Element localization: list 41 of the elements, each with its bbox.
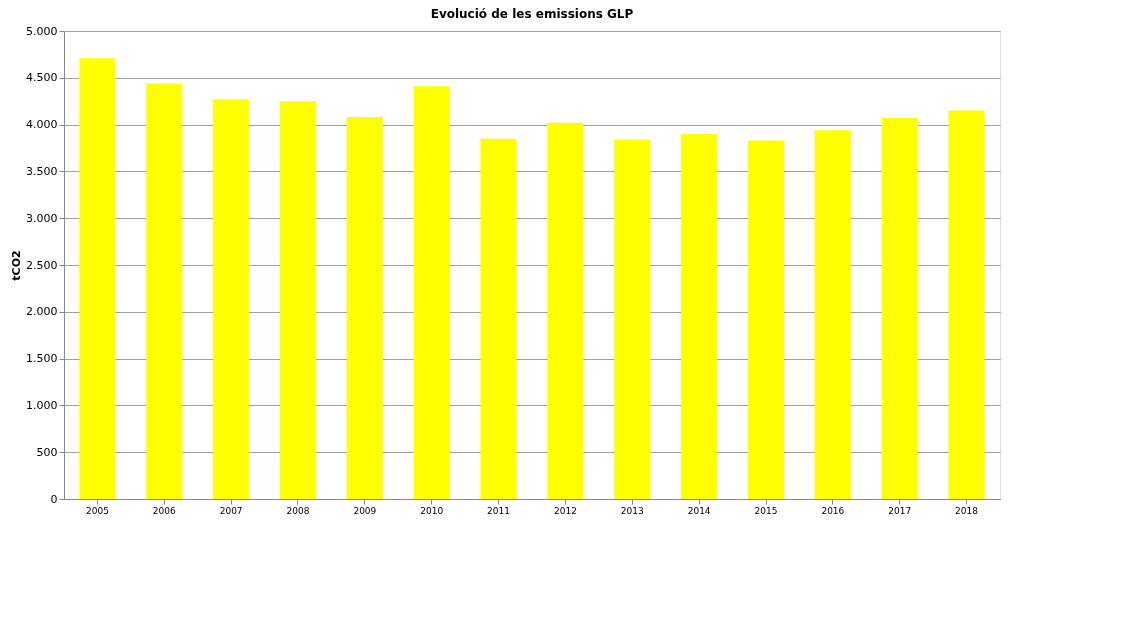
- bar: [213, 99, 250, 499]
- x-tick-label: 2007: [219, 505, 243, 516]
- x-tick-label: 2012: [553, 505, 577, 516]
- x-tick-label: 2008: [286, 505, 310, 516]
- x-tick-label: 2014: [687, 505, 711, 516]
- y-tick-label: 5.000: [26, 24, 58, 38]
- bar: [748, 140, 784, 499]
- x-tick-label: 2018: [955, 505, 979, 516]
- bar: [814, 130, 851, 499]
- bar: [881, 118, 918, 499]
- x-tick-label: 2016: [821, 505, 845, 516]
- y-tick-label: 0: [50, 492, 58, 506]
- bar: [413, 86, 450, 499]
- bar: [480, 138, 517, 499]
- bar: [146, 83, 183, 499]
- x-tick-label: 2009: [353, 505, 377, 516]
- x-tick-label: 2017: [888, 505, 912, 516]
- x-tick-label: 2006: [152, 505, 177, 516]
- x-tick-label: 2010: [420, 505, 444, 516]
- x-tick-label: 2005: [85, 505, 109, 516]
- y-tick-label: 3.500: [26, 164, 58, 178]
- bar: [948, 110, 985, 499]
- bar: [681, 133, 718, 499]
- bar: [346, 117, 383, 499]
- bar: [547, 122, 584, 499]
- y-tick-label: 4.000: [26, 118, 58, 132]
- y-tick-label: 1.500: [26, 352, 58, 366]
- x-tick-label: 2011: [487, 505, 511, 516]
- y-tick-label: 500: [36, 445, 58, 459]
- y-tick-label: 3.000: [26, 211, 58, 225]
- y-axis-title: tCO2: [10, 250, 24, 281]
- bar: [280, 101, 316, 499]
- chart-title: Evolució de les emissions GLP: [430, 7, 634, 21]
- x-tick-label: 2015: [754, 505, 778, 516]
- y-tick-label: 4.500: [26, 71, 58, 85]
- y-tick-label: 2.000: [26, 305, 58, 319]
- bar: [614, 139, 651, 499]
- y-tick-label: 1.000: [26, 398, 58, 412]
- bar: [79, 58, 116, 499]
- x-tick-label: 2013: [620, 505, 644, 516]
- y-tick-label: 2.500: [26, 258, 58, 272]
